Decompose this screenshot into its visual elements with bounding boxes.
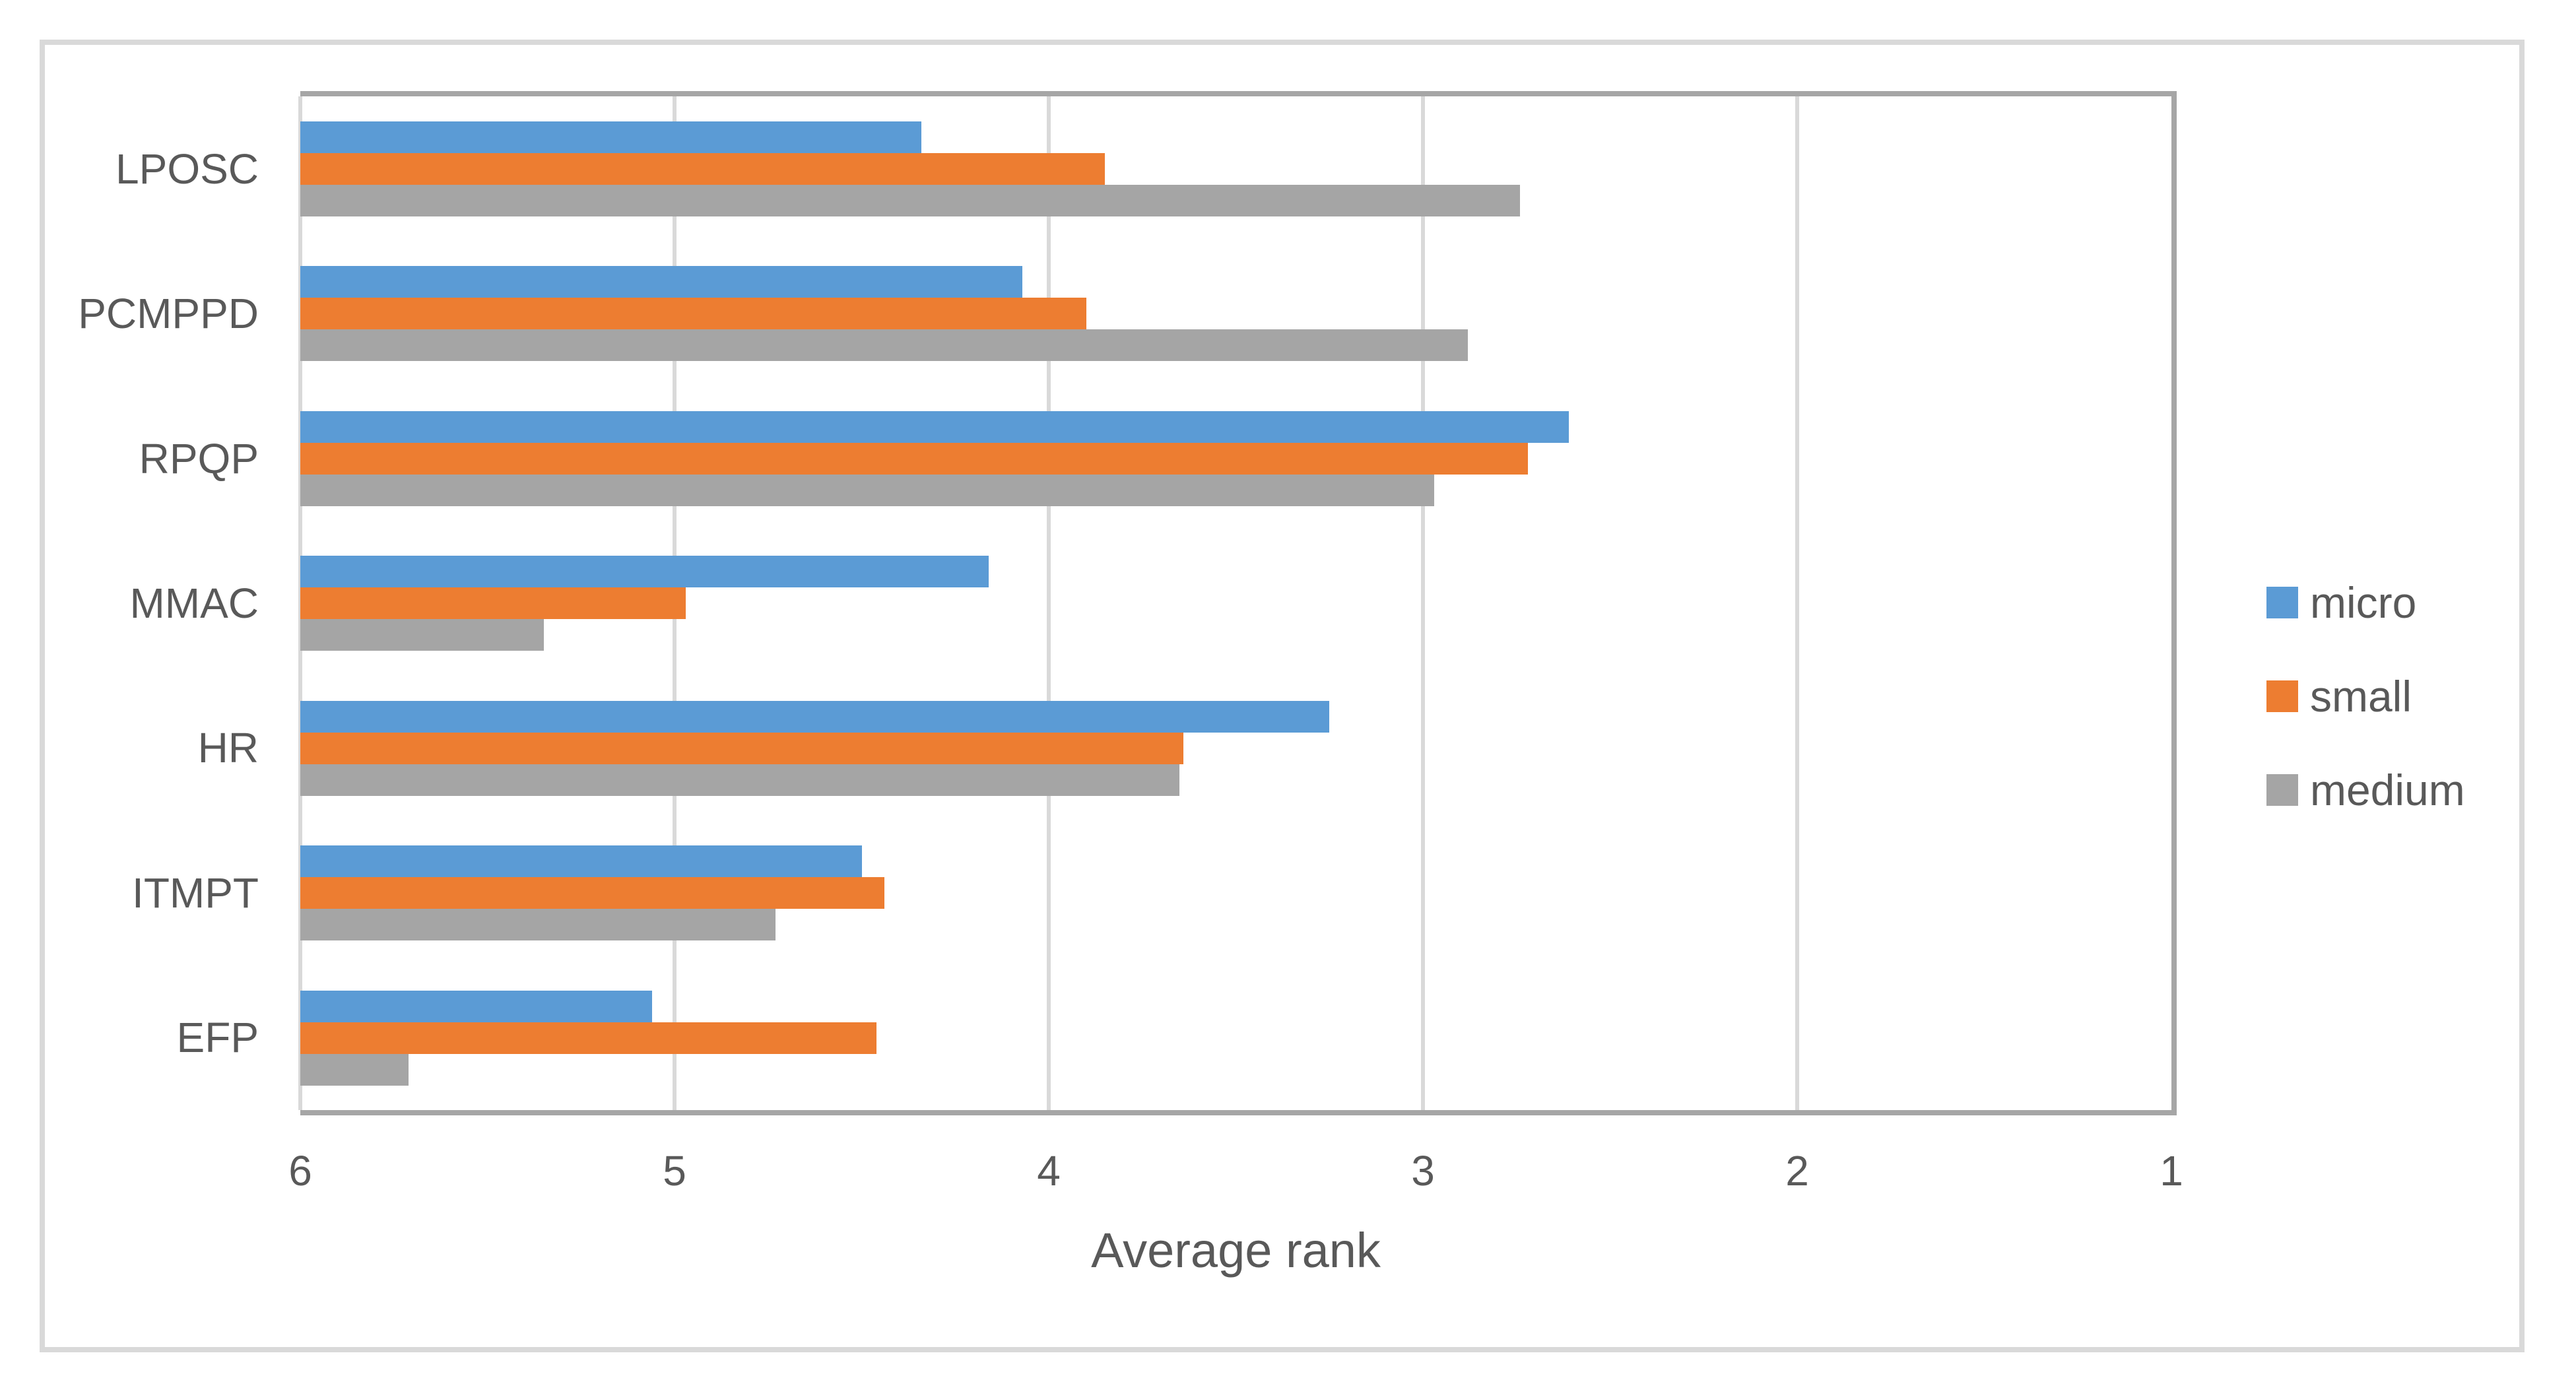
x-tick-label-1: 1 [2160,1147,2183,1195]
legend-label-small: small [2310,672,2412,721]
legend-swatch-medium [2266,774,2298,806]
gridline-x-3 [1421,96,1425,1110]
x-tick-label-5: 5 [663,1147,686,1195]
legend-item-small: small [2266,672,2465,721]
bar-medium-rpqp [300,474,1434,506]
bar-medium-mmac [300,619,544,651]
legend-item-medium: medium [2266,766,2465,814]
bar-micro-lposc [300,121,922,153]
bar-micro-efp [300,990,652,1022]
category-label-pcmppd: PCMPPD [78,290,259,338]
bar-medium-hr [300,764,1180,796]
x-axis-title: Average rank [1091,1223,1381,1278]
x-tick-label-3: 3 [1411,1147,1435,1195]
bar-small-hr [300,732,1184,764]
x-tick-label-2: 2 [1785,1147,1809,1195]
x-tick-label-4: 4 [1037,1147,1061,1195]
bar-small-lposc [300,153,1106,185]
figure-border [40,40,2525,1352]
category-label-efp: EFP [176,1014,259,1062]
bar-medium-lposc [300,185,1521,216]
legend-swatch-small [2266,680,2298,712]
bar-micro-hr [300,700,1330,733]
x-tick-label-6: 6 [288,1147,312,1195]
category-label-hr: HR [197,724,259,772]
bar-micro-rpqp [300,411,1569,443]
bar-micro-itmpt [300,845,862,878]
bar-micro-pcmppd [300,266,1023,298]
bar-medium-efp [300,1053,409,1086]
bar-small-itmpt [300,877,884,909]
bar-small-rpqp [300,442,1528,475]
bar-small-mmac [300,587,686,620]
legend-item-micro: micro [2266,581,2465,624]
plot-area [298,91,2177,1115]
category-label-itmpt: ITMPT [132,869,259,917]
legend: micro small medium [2266,581,2465,863]
bar-micro-mmac [300,556,989,588]
category-label-lposc: LPOSC [116,145,259,193]
gridline-x-2 [1795,96,1799,1110]
bar-small-efp [300,1022,877,1054]
legend-label-micro: micro [2310,578,2417,627]
gridline-x-4 [1047,96,1051,1110]
bar-medium-itmpt [300,909,776,941]
bar-small-pcmppd [300,298,1086,330]
category-label-rpqp: RPQP [139,434,259,482]
category-label-mmac: MMAC [129,579,259,627]
bar-medium-pcmppd [300,329,1469,362]
legend-label-medium: medium [2310,766,2465,814]
legend-swatch-micro [2266,587,2298,618]
